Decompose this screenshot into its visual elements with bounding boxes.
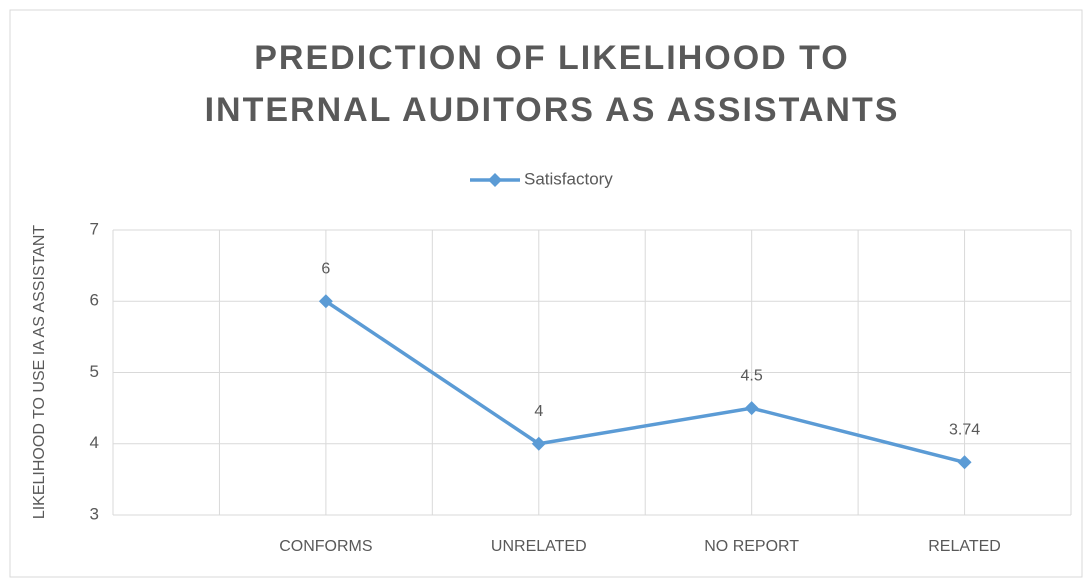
- marker: [744, 401, 759, 416]
- legend-label: Satisfactory: [524, 169, 613, 188]
- chart-frame: [9, 9, 1083, 578]
- chart-title: PREDICTION OF LIKELIHOOD TO: [254, 39, 850, 77]
- x-tick-label: NO REPORT: [704, 538, 799, 555]
- line: [324, 299, 965, 464]
- data-label: 3.74: [949, 421, 980, 438]
- marker: [531, 436, 546, 451]
- y-axis-label: LIKELIHOOD TO USE IA AS ASSISTANT: [31, 225, 48, 520]
- x-tick-label: RELATED: [928, 538, 1001, 555]
- y-tick-label: 7: [90, 219, 99, 238]
- chart-title: INTERNAL AUDITORS AS ASSISTANTS: [205, 91, 900, 129]
- marker: [318, 294, 333, 309]
- legend-marker: [488, 173, 502, 187]
- x-tick-label: CONFORMS: [279, 538, 372, 555]
- marker: [957, 455, 972, 470]
- x-tick-label: UNRELATED: [491, 538, 587, 555]
- data-label: 6: [321, 260, 330, 277]
- data-label: 4: [534, 403, 543, 420]
- y-tick-label: 5: [90, 362, 99, 381]
- y-tick-label: 6: [90, 291, 99, 310]
- y-tick-label: 3: [90, 504, 99, 523]
- data-label: 4.5: [741, 367, 763, 384]
- y-tick-label: 4: [90, 433, 99, 452]
